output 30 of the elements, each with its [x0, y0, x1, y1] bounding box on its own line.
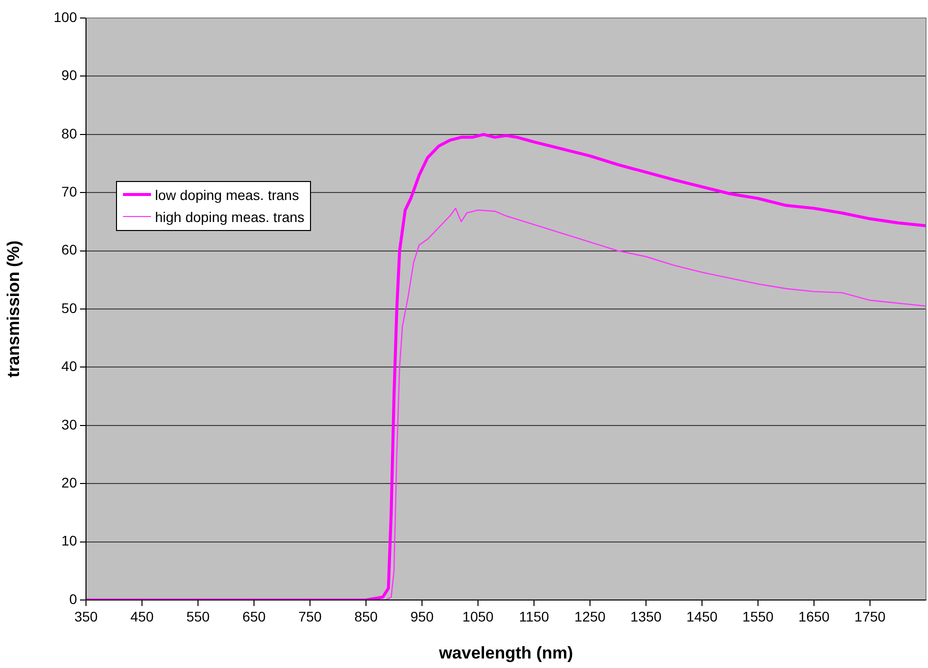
- x-tick-label: 750: [298, 608, 322, 624]
- x-tick-label: 550: [186, 608, 210, 624]
- y-axis-title: transmission (%): [4, 240, 23, 378]
- legend-label: high doping meas. trans: [155, 208, 304, 225]
- x-tick-label: 1450: [686, 608, 718, 624]
- x-tick-label: 1050: [462, 608, 494, 624]
- y-tick-label: 60: [61, 242, 78, 258]
- x-axis-title: wavelength (nm): [438, 643, 574, 662]
- x-tick-label: 650: [242, 608, 266, 624]
- y-tick-label: 40: [61, 358, 78, 374]
- x-tick-label: 1350: [630, 608, 662, 624]
- x-tick-label: 1650: [798, 608, 830, 624]
- x-tick-label: 850: [354, 608, 378, 624]
- x-tick-label: 1250: [574, 608, 606, 624]
- x-tick-label: 1550: [742, 608, 774, 624]
- x-tick-label: 1750: [854, 608, 886, 624]
- y-tick-label: 50: [61, 300, 78, 316]
- y-tick-label: 100: [54, 8, 78, 25]
- y-tick-label: 30: [61, 416, 78, 432]
- x-tick-label: 1150: [518, 608, 550, 624]
- y-tick-label: 90: [61, 67, 78, 84]
- x-tick-label: 450: [130, 608, 154, 624]
- y-tick-label: 80: [61, 125, 78, 142]
- y-tick-label: 10: [61, 532, 78, 549]
- y-tick-label: 20: [61, 474, 78, 490]
- x-tick-label: 350: [74, 608, 98, 624]
- y-tick-label: 0: [69, 590, 78, 607]
- x-tick-label: 950: [410, 608, 434, 624]
- legend-label: low doping meas. trans: [155, 186, 299, 203]
- y-tick-label: 70: [61, 183, 78, 200]
